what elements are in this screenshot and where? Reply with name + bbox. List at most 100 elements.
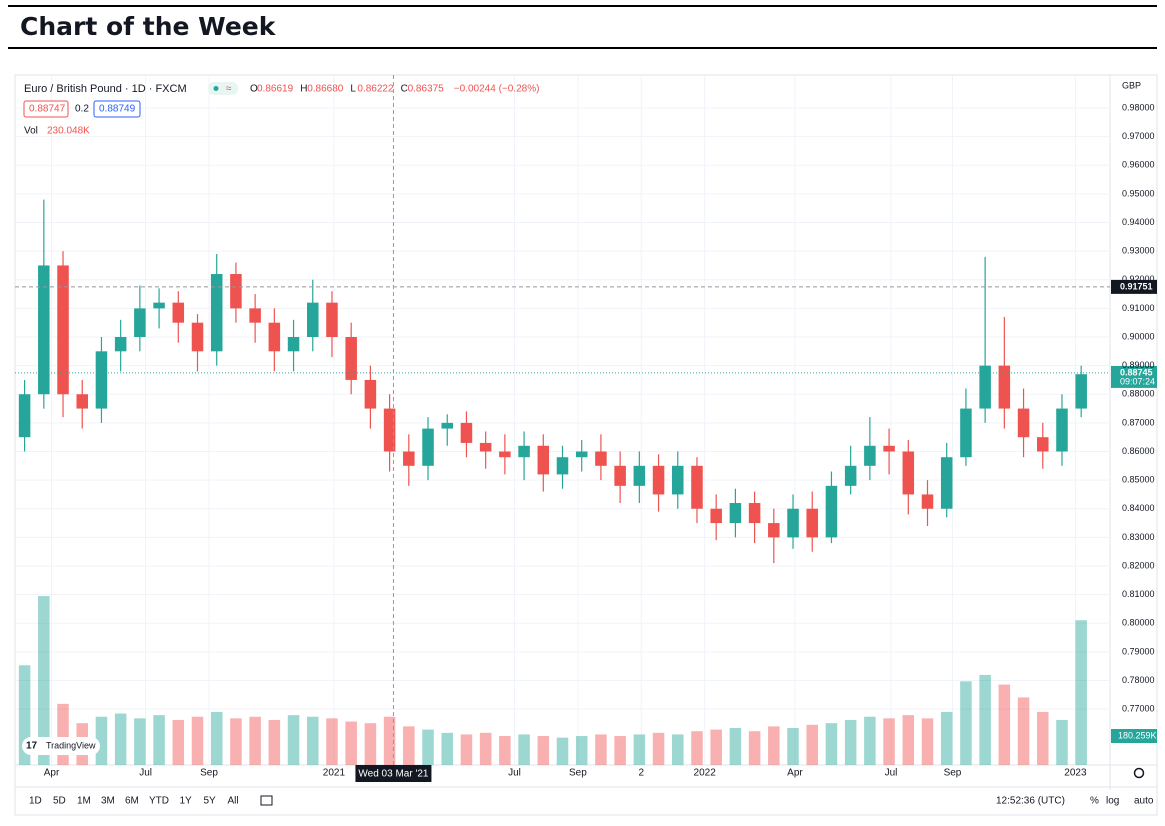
candle-body xyxy=(287,337,300,352)
volume-bar xyxy=(268,719,281,765)
candle-body xyxy=(172,302,185,323)
series-title: Euro / British Pound · 1D · FXCM xyxy=(24,83,187,95)
candle-body xyxy=(422,428,434,466)
volume-bar xyxy=(114,713,127,765)
candle-body xyxy=(787,508,799,538)
y-tick-label: 0.77000 xyxy=(1122,704,1155,714)
price-label-box xyxy=(1111,279,1157,294)
price-label: 0.88745 xyxy=(1120,367,1153,377)
status-dot xyxy=(213,86,219,91)
y-tick-label: 0.94000 xyxy=(1122,217,1155,227)
candle-body xyxy=(883,445,895,452)
candle-body xyxy=(76,394,88,409)
volume-bar xyxy=(287,715,300,765)
volume-bar xyxy=(710,729,722,765)
watermark-logo: 17 xyxy=(26,741,38,752)
y-tick-label: 0.79000 xyxy=(1122,646,1155,656)
candle-body xyxy=(499,451,511,458)
currency[interactable]: GBP xyxy=(1122,80,1141,90)
readout-key: H xyxy=(300,84,307,95)
watermark: TradingView xyxy=(46,740,96,750)
volume-bar xyxy=(691,731,703,765)
volume-bar xyxy=(210,711,223,765)
volume-bar xyxy=(249,716,261,765)
toggle[interactable]: auto xyxy=(1134,796,1154,807)
x-tick-label: 2021 xyxy=(323,768,346,779)
y-tick-label: 0.89000 xyxy=(1122,360,1155,370)
ask[interactable]: 0.88749 xyxy=(99,104,136,115)
candle-body xyxy=(921,494,934,509)
range-button[interactable]: YTD xyxy=(149,796,169,807)
candle-body xyxy=(1056,408,1068,452)
y-tick-label: 0.91000 xyxy=(1122,303,1155,313)
volume-bar xyxy=(672,734,684,765)
y-tick-label: 0.78000 xyxy=(1122,675,1155,685)
y-tick-label: 0.86000 xyxy=(1122,446,1155,456)
candle-body xyxy=(652,465,665,495)
volume-bar xyxy=(556,737,569,765)
y-tick-label: 0.96000 xyxy=(1122,160,1155,170)
range-button[interactable]: 1M xyxy=(77,796,91,807)
candle-body xyxy=(633,465,646,486)
candle-body xyxy=(383,408,396,452)
volume-label-box xyxy=(1111,729,1157,743)
volume-readout: 230.048K xyxy=(47,126,90,137)
compare-icon[interactable] xyxy=(260,795,273,806)
clock: 12:52:36 (UTC) xyxy=(996,796,1065,807)
x-tick-label: Jul xyxy=(508,768,521,779)
range-button[interactable]: 1D xyxy=(29,796,42,807)
range-button[interactable]: 5Y xyxy=(204,796,217,807)
volume-bar xyxy=(883,718,895,765)
settings-icon[interactable] xyxy=(1133,767,1145,779)
candle-body xyxy=(307,302,319,337)
candle-body xyxy=(710,508,722,524)
volume-bar xyxy=(806,724,818,765)
volume-bar xyxy=(403,726,415,765)
volume-label: 180.259K xyxy=(1118,730,1157,740)
candle-body xyxy=(806,508,818,538)
crosshair-label-box xyxy=(355,765,432,782)
y-tick-label: 0.97000 xyxy=(1122,131,1155,141)
range-button[interactable]: 1Y xyxy=(180,796,193,807)
volume-bar xyxy=(518,734,530,765)
x-tick-label: Apr xyxy=(787,768,803,779)
x-tick-label: 2023 xyxy=(1064,768,1087,779)
candle-body xyxy=(441,422,453,429)
candle-body xyxy=(998,365,1011,409)
readout-value: −0.00244 (−0.28%) xyxy=(454,84,540,95)
candle-body xyxy=(230,274,242,309)
toggle[interactable]: % xyxy=(1090,796,1099,807)
candle-body xyxy=(1017,408,1030,438)
y-tick-label: 0.93000 xyxy=(1122,246,1155,256)
volume-bar xyxy=(787,727,799,765)
candle-body xyxy=(403,451,415,466)
readout-key: C xyxy=(401,84,408,95)
range-button[interactable]: All xyxy=(228,796,239,807)
volume-bar xyxy=(979,674,991,765)
volume-bar xyxy=(729,727,742,765)
volume-bar xyxy=(825,723,838,765)
candle-body xyxy=(556,457,569,475)
range-button[interactable]: 5D xyxy=(53,796,66,807)
readout-value: 0.86680 xyxy=(307,84,344,95)
range-button[interactable]: 3M xyxy=(101,796,115,807)
range-button[interactable]: 6M xyxy=(125,796,139,807)
volume-bar xyxy=(383,716,396,765)
y-tick-label: 0.88000 xyxy=(1122,389,1155,399)
y-tick-label: 0.80000 xyxy=(1122,618,1155,628)
ask-box[interactable] xyxy=(93,100,141,118)
bid[interactable]: 0.88747 xyxy=(29,104,66,115)
toggle[interactable]: log xyxy=(1106,796,1119,807)
readout-key: L xyxy=(350,84,356,95)
candle-body xyxy=(864,445,876,466)
volume-bar xyxy=(191,716,204,765)
status-pill xyxy=(208,82,238,95)
x-tick-label: Apr xyxy=(44,768,60,779)
volume-bar xyxy=(864,716,876,765)
candle-body xyxy=(326,302,338,337)
candle-body xyxy=(575,451,588,458)
bid-box[interactable] xyxy=(23,100,69,118)
candle-body xyxy=(595,451,607,466)
volume-bar xyxy=(575,736,588,765)
